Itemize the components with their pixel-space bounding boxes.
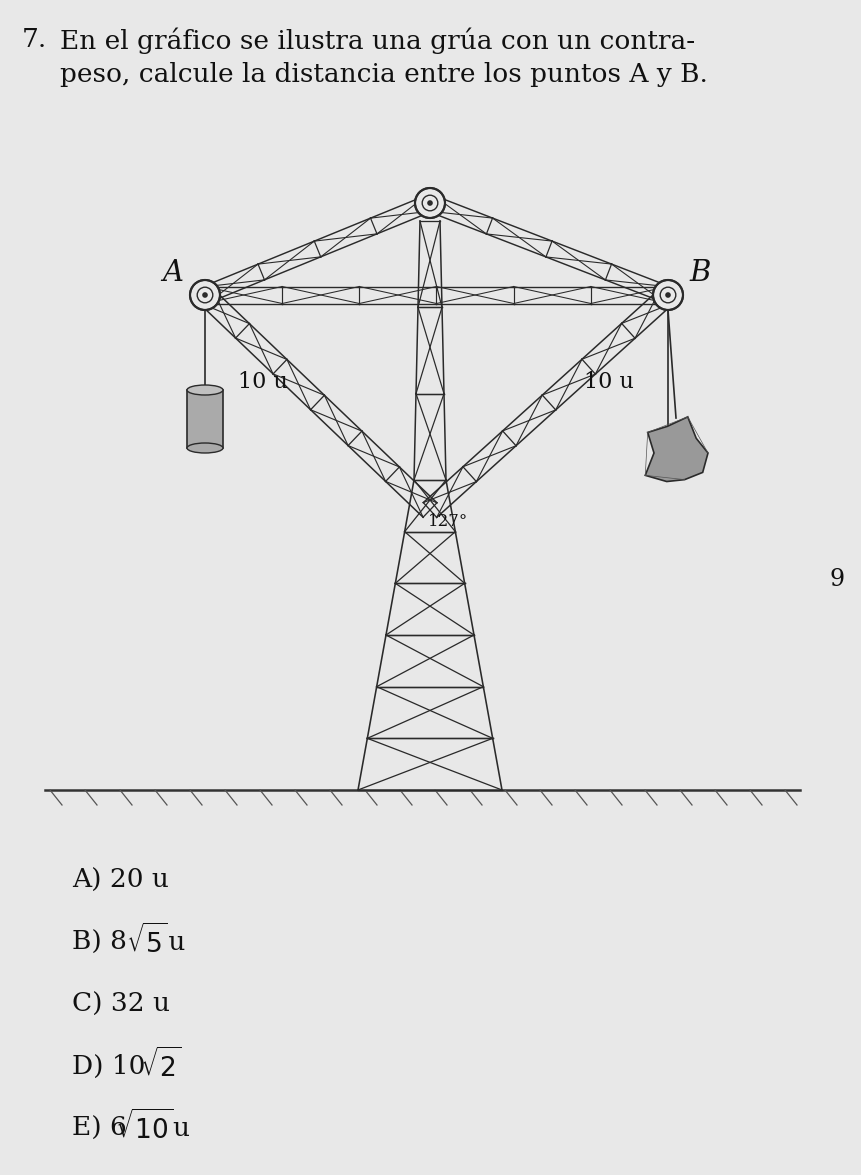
Text: 10 u: 10 u	[584, 371, 633, 394]
Circle shape	[427, 201, 431, 206]
Circle shape	[653, 280, 682, 310]
Text: A: A	[163, 258, 183, 287]
Text: 10 u: 10 u	[238, 371, 287, 394]
Text: peso, calcule la distancia entre los puntos A y B.: peso, calcule la distancia entre los pun…	[60, 62, 707, 87]
Text: $\sqrt{5}$: $\sqrt{5}$	[126, 925, 167, 959]
Text: $\sqrt{2}$: $\sqrt{2}$	[139, 1048, 182, 1083]
Circle shape	[189, 280, 220, 310]
Polygon shape	[645, 417, 707, 482]
Text: B: B	[689, 258, 709, 287]
Text: 127°: 127°	[427, 513, 468, 530]
Text: D) 10: D) 10	[72, 1054, 146, 1079]
Text: $\sqrt{10}$: $\sqrt{10}$	[115, 1110, 173, 1146]
Circle shape	[414, 188, 444, 219]
Text: u: u	[172, 1115, 189, 1141]
Ellipse shape	[187, 443, 223, 454]
Text: 7.: 7.	[22, 27, 47, 52]
Text: En el gráfico se ilustra una grúa con un contra-: En el gráfico se ilustra una grúa con un…	[60, 27, 694, 54]
Bar	[187, 390, 223, 448]
Text: E) 6: E) 6	[72, 1115, 127, 1141]
Ellipse shape	[187, 385, 223, 395]
Text: 9: 9	[829, 569, 844, 591]
Text: u: u	[160, 929, 185, 954]
Text: A) 20 u: A) 20 u	[72, 867, 169, 893]
Circle shape	[666, 293, 669, 297]
Circle shape	[202, 293, 207, 297]
Text: C) 32 u: C) 32 u	[72, 992, 170, 1016]
Text: B) 8: B) 8	[72, 929, 127, 954]
